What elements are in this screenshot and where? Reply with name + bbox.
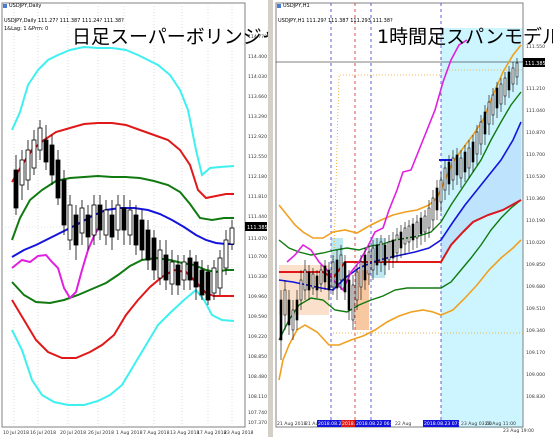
svg-text:108.110: 108.110: [248, 394, 267, 400]
daily-lagging-span: [11, 224, 101, 300]
daily-band-lower-3sigma: [11, 288, 235, 406]
daily-candles: [13, 120, 235, 305]
svg-text:111.070: 111.070: [248, 236, 267, 242]
svg-text:109.170: 109.170: [526, 350, 545, 356]
svg-text:108.850: 108.850: [248, 354, 267, 360]
h1-date-axis: 21 Aug 2018 21 Aug 2018.08.21 2018.08. 2…: [277, 420, 534, 434]
daily-band-lower-1sigma: [11, 256, 234, 305]
svg-text:114.770: 114.770: [248, 34, 267, 40]
daily-date-axis: 10 Jul 2018 16 Jul 2018 20 Jul 2018 26 J…: [3, 430, 254, 436]
h1-band-upper-3sigma: [278, 44, 522, 239]
svg-text:107.740: 107.740: [248, 410, 267, 416]
h1-tab-title[interactable]: USDJPY,H1: [283, 3, 310, 9]
svg-text:108.480: 108.480: [248, 374, 267, 380]
daily-chart-svg[interactable]: 111.385 114.770 114.400 114.030 113.660 …: [0, 0, 268, 437]
h1-current-price: 111.385: [525, 61, 546, 67]
daily-band-upper-3sigma: [11, 45, 235, 177]
svg-text:110.360: 110.360: [526, 196, 545, 202]
h1-future-zone: [441, 28, 523, 428]
svg-text:112.180: 112.180: [248, 174, 267, 180]
daily-tab-title[interactable]: USDJPY,Daily: [9, 3, 42, 9]
svg-text:23 Aug 11:00: 23 Aug 11:00: [485, 421, 516, 427]
h1-info-line: USDJPY,H1 111.29? 111.387 111.293 111.38…: [278, 18, 393, 24]
svg-text:2018.08.21: 2018.08.21: [318, 421, 344, 427]
svg-text:111.210: 111.210: [526, 86, 545, 92]
h1-band-upper-2sigma: [278, 91, 522, 256]
svg-text:16 Jul 2018: 16 Jul 2018: [30, 430, 56, 436]
svg-text:111.040: 111.040: [526, 108, 545, 114]
svg-text:109.960: 109.960: [248, 294, 267, 300]
daily-chart-panel[interactable]: 111.385 114.770 114.400 114.030 113.660 …: [0, 0, 268, 437]
svg-text:109.340: 109.340: [526, 328, 545, 334]
h1-price-axis: 111.550 111.210 111.040 110.870 110.700 …: [526, 44, 545, 400]
h1-chart-panel[interactable]: 111.385 111.550 111.210 111.040 110.870 …: [273, 0, 553, 437]
svg-text:2018.08.: 2018.08.: [342, 421, 362, 427]
svg-text:111.550: 111.550: [526, 44, 545, 50]
svg-text:110.330: 110.330: [248, 274, 267, 280]
svg-text:114.400: 114.400: [248, 54, 267, 60]
h1-chart-svg[interactable]: 111.385 111.550 111.210 111.040 110.870 …: [273, 0, 553, 437]
svg-text:110.700: 110.700: [526, 152, 545, 158]
svg-text:112.920: 112.920: [248, 134, 267, 140]
svg-text:1 Aug 2018: 1 Aug 2018: [116, 430, 143, 436]
svg-text:112.550: 112.550: [248, 154, 267, 160]
svg-text:17 Aug 2018: 17 Aug 2018: [197, 430, 227, 436]
svg-text:108.830: 108.830: [526, 394, 545, 400]
svg-text:109.850: 109.850: [526, 262, 545, 268]
svg-text:21 Aug: 21 Aug: [305, 421, 321, 427]
svg-text:110.530: 110.530: [526, 174, 545, 180]
h1-blue-span: [278, 121, 522, 291]
svg-text:110.020: 110.020: [526, 240, 545, 246]
svg-text:110.870: 110.870: [526, 130, 545, 136]
svg-text:23 Aug 2018: 23 Aug 2018: [224, 430, 254, 436]
h1-span-zone-peach-2: [355, 270, 369, 330]
daily-band-middle: [11, 207, 234, 258]
svg-text:109.510: 109.510: [526, 306, 545, 312]
svg-text:110.190: 110.190: [526, 218, 545, 224]
h1-lagging-span: [286, 39, 468, 292]
daily-info-line: USDJPY,Daily 111.27? 111.387 111.24? 111…: [4, 18, 124, 24]
h1-chart-icon: [277, 4, 281, 8]
svg-text:110.700: 110.700: [248, 254, 267, 260]
panel-divider: [268, 0, 273, 437]
svg-text:109.590: 109.590: [248, 314, 267, 320]
h1-candles: [279, 58, 519, 360]
h1-day-separators: [330, 3, 442, 427]
svg-text:20 Jul 2018: 20 Jul 2018: [60, 430, 86, 436]
h1-cloud: [441, 122, 521, 262]
svg-text:109.000: 109.000: [526, 372, 545, 378]
svg-text:111.810: 111.810: [248, 194, 267, 200]
svg-text:13 Aug 2018: 13 Aug 2018: [170, 430, 200, 436]
svg-text:10 Jul 2018: 10 Jul 2018: [3, 430, 29, 436]
svg-text:26 Jul 2018: 26 Jul 2018: [88, 430, 114, 436]
svg-text:23 Aug 03:00: 23 Aug 03:00: [461, 421, 492, 427]
svg-text:113.660: 113.660: [248, 94, 267, 100]
h1-band-lower-3sigma: [278, 239, 522, 381]
daily-price-axis: 114.770 114.400 114.030 113.660 113.290 …: [248, 34, 267, 426]
daily-current-price-box: [245, 222, 267, 231]
svg-text:7 Aug 2018: 7 Aug 2018: [143, 430, 170, 436]
h1-band-lower-2sigma: [278, 199, 522, 341]
svg-text:22 Aug: 22 Aug: [395, 421, 411, 427]
svg-text:111.440: 111.440: [248, 214, 267, 220]
svg-text:107.370: 107.370: [248, 420, 267, 426]
daily-band-upper-1sigma: [11, 174, 234, 241]
svg-text:23 Aug 19:00: 23 Aug 19:00: [503, 428, 534, 434]
daily-current-price: 111.385: [247, 225, 268, 231]
daily-chart-icon: [3, 4, 7, 8]
svg-text:21 Aug 2018: 21 Aug 2018: [277, 421, 307, 427]
svg-text:109.220: 109.220: [248, 334, 267, 340]
svg-text:109.680: 109.680: [526, 284, 545, 290]
svg-text:2018.08.23 07:00: 2018.08.23 07:00: [424, 421, 465, 427]
svg-text:114.030: 114.030: [248, 74, 267, 80]
daily-indicator-params: 1&Lag: 1 &Prm: 0: [4, 26, 49, 32]
daily-overlay-title: 日足スーパーボリンジャー: [72, 26, 268, 48]
svg-text:113.290: 113.290: [248, 114, 267, 120]
h1-overlay-title: 1時間足スパンモデル: [377, 26, 553, 48]
svg-text:2018.08.22 06:00: 2018.08.22 06:00: [356, 421, 397, 427]
h1-current-price-box: [523, 58, 545, 67]
